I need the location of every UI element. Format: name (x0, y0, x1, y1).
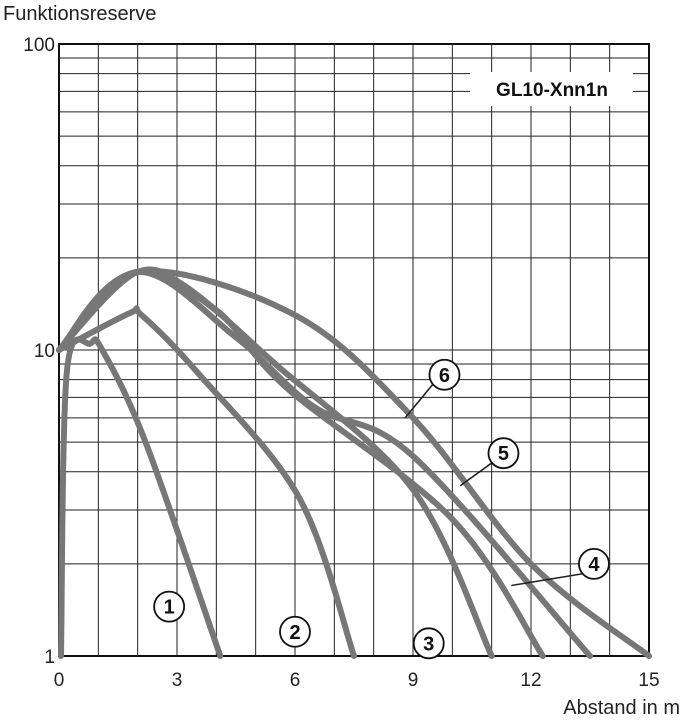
series-marker-5: 5 (459, 437, 520, 487)
series-line-1 (57, 336, 224, 659)
marker-label: 3 (423, 633, 434, 655)
marker-label: 1 (164, 597, 175, 619)
series-marker-2: 2 (279, 615, 311, 648)
series-line-6 (56, 268, 652, 659)
series-line-2 (56, 305, 357, 659)
marker-circle (279, 615, 311, 648)
marker-leader-line (404, 384, 434, 419)
title-box-bg (470, 72, 633, 106)
marker-label: 6 (439, 365, 450, 387)
marker-label: 2 (289, 622, 300, 644)
curves (56, 266, 652, 659)
marker-circle (487, 437, 520, 470)
x-tick-label: 12 (520, 670, 541, 691)
y-tick-label: 10 (34, 341, 55, 362)
marker-circle (412, 627, 445, 660)
x-tick-label: 6 (290, 670, 301, 691)
title-box: GL10-Xnn1n (470, 72, 633, 106)
series-markers: 1 2 3 4 5 6 (153, 358, 610, 660)
series-marker-6: 6 (404, 358, 461, 419)
marker-label: 5 (498, 443, 509, 465)
grid (58, 44, 650, 657)
marker-circle (153, 590, 186, 623)
x-tick-label: 3 (172, 670, 183, 691)
x-tick-label: 0 (54, 670, 65, 691)
marker-leader-line (459, 462, 492, 487)
x-tick-label: 15 (638, 670, 659, 691)
y-tick-label: 100 (23, 35, 55, 56)
series-marker-3: 3 (412, 627, 445, 660)
x-axis-title: Abstand in m (563, 697, 680, 719)
chart-title: GL10-Xnn1n (496, 80, 608, 101)
series-marker-4: 4 (511, 547, 610, 587)
marker-circle (578, 547, 610, 580)
series-marker-1: 1 (153, 590, 186, 623)
x-tick-label: 9 (408, 670, 419, 691)
y-axis-title: Funktionsreserve (3, 3, 156, 25)
marker-circle (428, 358, 461, 391)
y-tick-label: 1 (44, 647, 55, 668)
marker-label: 4 (588, 554, 600, 576)
marker-leader-line (511, 573, 583, 587)
